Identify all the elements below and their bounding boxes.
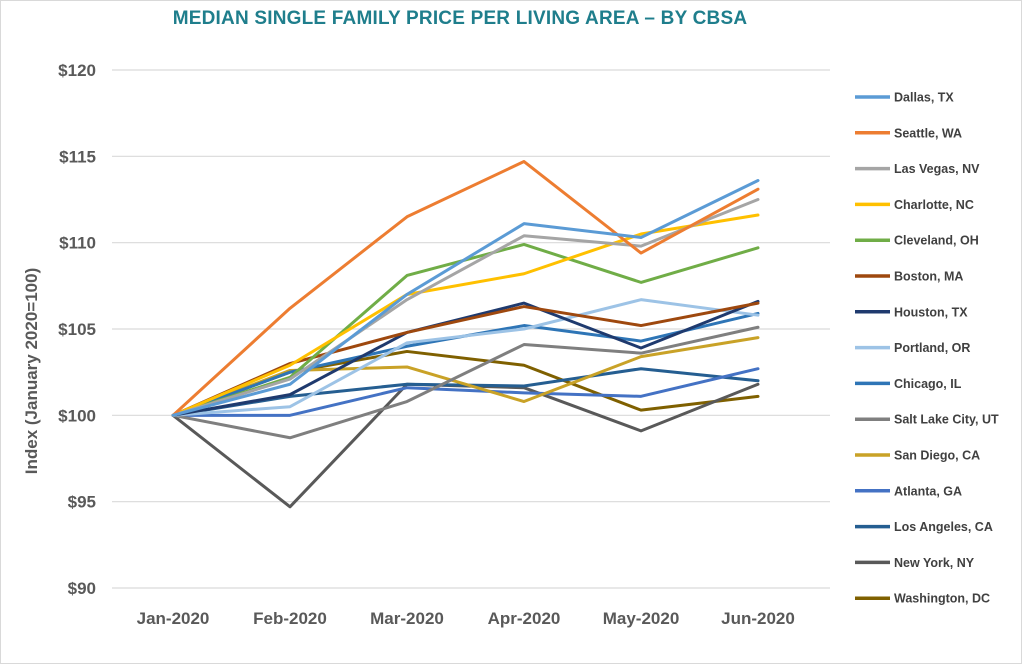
series-line-0: [171, 179, 760, 417]
legend-label: San Diego, CA: [894, 449, 980, 463]
x-tick-label: May-2020: [603, 609, 680, 628]
series-line-2: [171, 198, 760, 417]
x-tick-label: Apr-2020: [488, 609, 561, 628]
legend-label: Houston, TX: [894, 305, 968, 319]
legend-label: Las Vegas, NV: [894, 162, 980, 176]
legend-label: Cleveland, OH: [894, 234, 979, 248]
x-axis-ticks: Jan-2020 Feb-2020 Mar-2020 Apr-2020 May-2020…: [137, 609, 795, 628]
legend-label: Portland, OR: [894, 341, 970, 355]
legend-label: Boston, MA: [894, 270, 963, 284]
y-tick-label: $95: [68, 493, 96, 512]
series-line-11: [171, 367, 760, 417]
y-axis-ticks: $90 $95 $100 $105 $110 $115 $120: [58, 61, 96, 598]
series-line-13: [171, 382, 760, 509]
series-line-3: [171, 213, 760, 417]
legend-label: Chicago, IL: [894, 377, 962, 391]
legend-label: Seattle, WA: [894, 126, 962, 140]
legend-label: Atlanta, GA: [894, 484, 962, 498]
series-line-9: [171, 325, 760, 440]
legend-label: Washington, DC: [894, 592, 990, 606]
legend-label: Charlotte, NC: [894, 198, 974, 212]
y-tick-label: $120: [58, 61, 96, 80]
y-tick-label: $100: [58, 406, 96, 425]
x-tick-label: Feb-2020: [253, 609, 327, 628]
y-tick-label: $105: [58, 320, 96, 339]
legend: Dallas, TX Seattle, WA Las Vegas, NV Charlo…: [855, 91, 999, 606]
legend-label: Dallas, TX: [894, 91, 954, 105]
chart-title: MEDIAN SINGLE FAMILY PRICE PER LIVING AR…: [172, 8, 748, 29]
y-axis-label: Index (January 2020=100): [22, 268, 41, 474]
x-tick-label: Mar-2020: [370, 609, 444, 628]
y-tick-label: $115: [59, 147, 96, 166]
y-tick-label: $110: [59, 234, 96, 253]
series-line-6: [171, 299, 760, 417]
series-line-1: [171, 160, 760, 417]
gridlines: [112, 69, 830, 589]
legend-label: Los Angeles, CA: [894, 520, 993, 534]
x-tick-label: Jun-2020: [721, 609, 795, 628]
legend-label: Salt Lake City, UT: [894, 413, 999, 427]
x-tick-label: Jan-2020: [137, 609, 210, 628]
series-line-7: [171, 298, 760, 417]
y-tick-label: $90: [68, 579, 96, 598]
series-lines: [171, 160, 760, 509]
legend-label: New York, NY: [894, 556, 975, 570]
